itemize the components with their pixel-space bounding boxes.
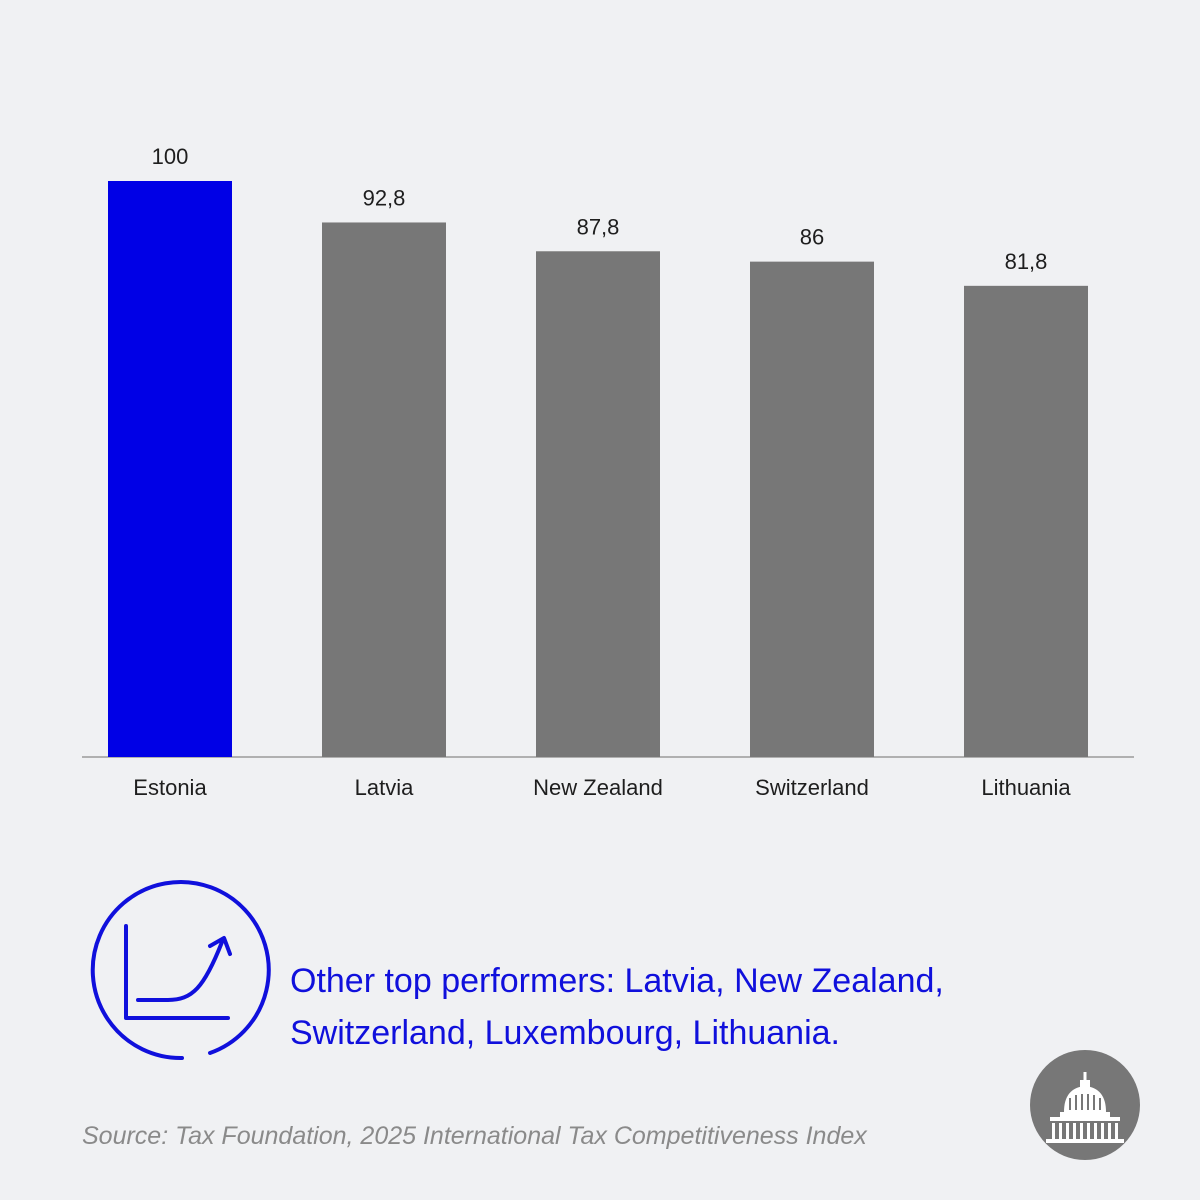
value-label-estonia: 100 (152, 144, 189, 169)
bar-lithuania (964, 285, 1088, 757)
category-label-switzerland: Switzerland (755, 775, 869, 800)
value-label-switzerland: 86 (800, 225, 824, 250)
bar-latvia (322, 222, 446, 758)
category-label-estonia: Estonia (133, 775, 207, 800)
value-label-latvia: 92,8 (363, 185, 406, 210)
bar-estonia (108, 181, 232, 757)
value-label-lithuania: 81,8 (1005, 249, 1048, 274)
bar-chart: 100 Estonia 92,8 Latvia 87,8 New Zealand 86 Swi… (82, 144, 1134, 800)
source-caption: Source: Tax Foundation, 2025 Internation… (82, 1122, 867, 1150)
bar-new-zealand (536, 251, 660, 757)
category-label-latvia: Latvia (355, 775, 414, 800)
category-label-new-zealand: New Zealand (533, 775, 663, 800)
value-label-new-zealand: 87,8 (577, 214, 620, 239)
other-top-performers-note: Other top performers: Latvia, New Zealan… (290, 962, 944, 1052)
growth-chart-icon (90, 880, 271, 1061)
bar-switzerland (750, 261, 874, 757)
category-label-lithuania: Lithuania (981, 775, 1071, 800)
capitol-dome-icon (1030, 1050, 1140, 1160)
